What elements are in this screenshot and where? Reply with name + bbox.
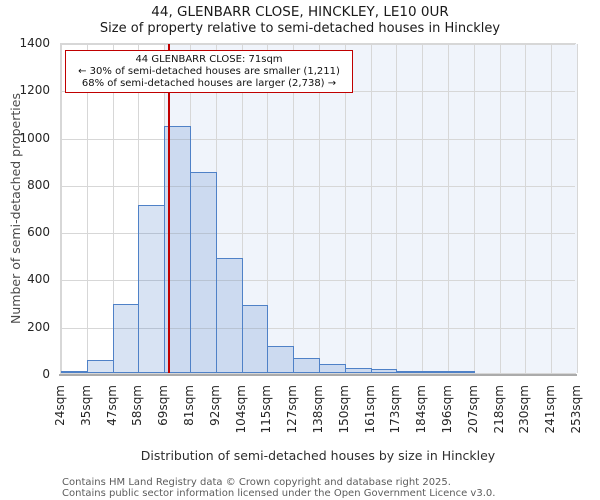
y-tick-label: 200 <box>27 319 50 334</box>
histogram-bar <box>61 371 88 373</box>
histogram-bar <box>293 358 320 373</box>
vertical-gridline <box>525 44 527 373</box>
annotation-box: 44 GLENBARR CLOSE: 71sqm ← 30% of semi-d… <box>65 50 353 94</box>
x-tick-label: 150sqm <box>336 385 351 434</box>
property-size-marker-line <box>167 44 170 373</box>
x-tick-label: 184sqm <box>414 385 429 434</box>
histogram-bar <box>448 371 475 373</box>
histogram-bar <box>215 258 243 373</box>
x-tick-label: 35sqm <box>78 385 93 426</box>
histogram-bar <box>86 360 114 373</box>
page-subtitle: Size of property relative to semi-detach… <box>99 21 501 36</box>
histogram-bar <box>319 364 346 373</box>
x-tick-label: 115sqm <box>259 385 274 434</box>
y-tick-label: 600 <box>27 225 50 240</box>
histogram-bar <box>267 346 295 373</box>
x-tick-label: 81sqm <box>182 385 196 426</box>
histogram-bar <box>138 205 166 373</box>
histogram-bar <box>370 369 398 373</box>
vertical-gridline <box>577 44 578 373</box>
x-tick-label: 24sqm <box>53 385 67 426</box>
x-axis-label: Distribution of semi-detached houses by … <box>140 448 496 463</box>
x-tick-label: 241sqm <box>543 385 558 434</box>
y-tick-label: 1200 <box>19 83 50 98</box>
footer-attribution-1: Contains HM Land Registry data © Crown c… <box>62 477 451 488</box>
histogram-bar <box>190 172 217 373</box>
y-tick-label: 800 <box>27 177 50 192</box>
y-tick-label: 1000 <box>19 130 50 145</box>
page-title: 44, GLENBARR CLOSE, HINCKLEY, LE10 0UR <box>151 4 449 20</box>
y-tick-label: 0 <box>42 367 50 381</box>
x-tick-label: 161sqm <box>362 385 377 434</box>
histogram-bar <box>241 305 269 373</box>
vertical-gridline <box>61 44 62 373</box>
x-tick-label: 92sqm <box>207 385 222 426</box>
horizontal-gridline <box>61 233 575 235</box>
vertical-gridline <box>396 44 398 373</box>
vertical-gridline <box>319 44 320 373</box>
vertical-gridline <box>267 44 269 373</box>
annotation-line-1: 44 GLENBARR CLOSE: 71sqm <box>135 54 283 65</box>
vertical-gridline <box>86 44 88 373</box>
x-tick-label: 218sqm <box>491 385 506 434</box>
horizontal-gridline <box>61 138 575 140</box>
histogram-bar <box>344 368 372 373</box>
y-tick-label: 1400 <box>19 36 50 50</box>
vertical-gridline <box>473 44 475 373</box>
horizontal-gridline <box>61 185 575 187</box>
x-tick-label: 207sqm <box>465 385 480 434</box>
x-axis-line <box>59 374 577 376</box>
x-tick-label: 47sqm <box>104 385 119 426</box>
vertical-gridline <box>551 44 553 373</box>
x-tick-label: 230sqm <box>517 385 532 434</box>
x-tick-label: 196sqm <box>440 385 454 434</box>
horizontal-gridline <box>61 280 575 282</box>
x-tick-label: 138sqm <box>311 385 325 434</box>
histogram-bar <box>112 304 140 373</box>
footer-attribution-2: Contains public sector information licen… <box>62 488 496 499</box>
vertical-gridline <box>448 44 449 373</box>
larger-homes-shaded-region <box>164 44 577 373</box>
vertical-gridline <box>344 44 346 373</box>
vertical-gridline <box>370 44 372 373</box>
vertical-gridline <box>422 44 424 373</box>
annotation-line-3: 68% of semi-detached houses are larger (… <box>81 77 337 89</box>
horizontal-gridline <box>61 44 575 45</box>
x-tick-label: 173sqm <box>388 385 403 434</box>
x-tick-label: 69sqm <box>156 385 171 426</box>
vertical-gridline <box>112 44 114 373</box>
x-tick-label: 127sqm <box>285 385 300 434</box>
x-tick-label: 104sqm <box>233 385 248 434</box>
vertical-gridline <box>499 44 501 373</box>
x-tick-label: 58sqm <box>130 385 145 426</box>
annotation-line-2: ← 30% of semi-detached houses are smalle… <box>78 65 340 77</box>
y-tick-label: 400 <box>27 272 50 287</box>
histogram-bar <box>422 371 449 373</box>
plot-area: 44 GLENBARR CLOSE: 71sqm ← 30% of semi-d… <box>60 43 578 376</box>
vertical-gridline <box>293 44 295 373</box>
histogram-bar <box>396 371 424 373</box>
vertical-gridline <box>241 44 243 373</box>
horizontal-gridline <box>61 327 575 329</box>
x-tick-label: 253sqm <box>569 385 583 434</box>
